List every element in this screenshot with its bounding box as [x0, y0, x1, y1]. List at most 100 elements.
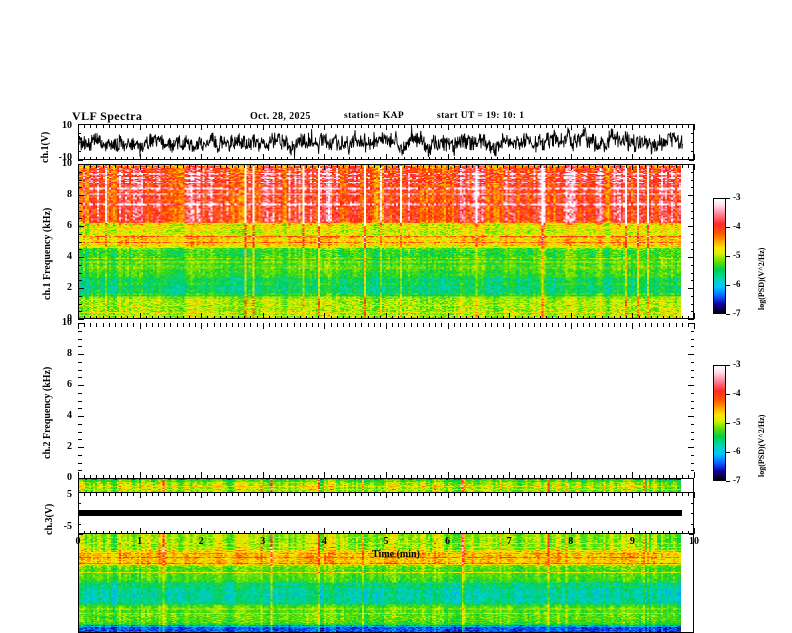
x-tick: [669, 124, 670, 128]
x-tick: [546, 124, 547, 128]
y-tick: [78, 296, 82, 297]
x-tick: [558, 156, 559, 160]
y-tick: [688, 226, 694, 227]
y-tick: [689, 124, 694, 125]
x-tick: [164, 156, 165, 160]
x-tick: [694, 492, 695, 498]
y-tick: [78, 385, 84, 386]
x-tick: [386, 313, 387, 319]
x-tick: [164, 530, 165, 534]
x-tick: [411, 323, 412, 327]
x-tick: [589, 530, 590, 534]
x-tick: [454, 156, 455, 160]
x-tick: [195, 124, 196, 128]
x-tick: [263, 124, 264, 130]
x-tick: [639, 124, 640, 128]
x-tick: [158, 323, 159, 327]
x-tick: [669, 530, 670, 534]
x-tick: [454, 474, 455, 478]
x-tick-label: 5: [383, 536, 389, 547]
x-tick: [207, 156, 208, 160]
x-tick: [238, 156, 239, 160]
x-tick: [577, 164, 578, 168]
x-tick: [158, 315, 159, 319]
x-tick: [485, 323, 486, 327]
start-ut-label: start UT = 19: 10: 1: [437, 111, 525, 121]
x-tick: [639, 492, 640, 496]
x-tick: [515, 530, 516, 534]
x-tick: [602, 530, 603, 534]
x-tick: [460, 492, 461, 496]
x-tick: [491, 323, 492, 327]
y-tick: [78, 319, 84, 320]
x-tick: [127, 323, 128, 327]
x-tick: [324, 492, 325, 498]
y-tick: [688, 478, 694, 479]
x-tick: [324, 164, 325, 170]
x-tick: [595, 492, 596, 496]
x-tick: [281, 156, 282, 160]
x-tick: [663, 492, 664, 496]
x-tick: [411, 315, 412, 319]
x-tick: [398, 323, 399, 327]
x-tick: [602, 323, 603, 327]
x-tick: [676, 315, 677, 319]
y-tick: [688, 257, 694, 258]
x-tick: [503, 124, 504, 128]
x-tick: [404, 474, 405, 478]
x-tick: [522, 315, 523, 319]
x-tick: [189, 124, 190, 128]
x-tick: [454, 164, 455, 168]
x-tick: [201, 492, 202, 498]
x-tick: [565, 530, 566, 534]
x-tick: [355, 156, 356, 160]
y-tick: [690, 273, 694, 274]
x-tick: [263, 492, 264, 498]
x-tick: [448, 313, 449, 319]
x-tick: [220, 474, 221, 478]
x-tick: [287, 156, 288, 160]
x-tick: [454, 530, 455, 534]
x-tick: [435, 164, 436, 168]
x-tick: [651, 164, 652, 168]
x-tick: [374, 492, 375, 496]
x-tick: [571, 528, 572, 534]
x-tick: [386, 528, 387, 534]
x-tick: [78, 124, 79, 130]
x-tick: [90, 164, 91, 168]
x-tick: [429, 156, 430, 160]
y-tick: [78, 416, 84, 417]
y-tick-label: 2: [67, 441, 72, 452]
x-tick: [103, 530, 104, 534]
x-tick: [115, 474, 116, 478]
ch3-volt-axis-title: ch.3(V): [44, 503, 55, 535]
x-tick: [558, 124, 559, 128]
x-tick: [460, 474, 461, 478]
x-tick: [448, 528, 449, 534]
x-tick: [571, 124, 572, 130]
x-tick: [331, 124, 332, 128]
x-tick: [386, 472, 387, 478]
y-tick: [78, 393, 82, 394]
y-tick: [688, 323, 694, 324]
x-tick: [688, 164, 689, 168]
x-tick: [528, 492, 529, 496]
y-tick: [688, 447, 694, 448]
colorbar-tick: [726, 452, 730, 453]
colorbar-tick: [726, 198, 730, 199]
x-tick: [90, 530, 91, 534]
x-tick: [318, 474, 319, 478]
x-tick: [195, 323, 196, 327]
x-tick: [620, 164, 621, 168]
x-tick: [195, 156, 196, 160]
x-tick: [195, 492, 196, 496]
x-tick: [238, 492, 239, 496]
x-tick: [146, 474, 147, 478]
x-tick: [183, 315, 184, 319]
x-tick: [632, 492, 633, 498]
x-tick: [331, 474, 332, 478]
x-tick: [133, 492, 134, 496]
x-tick: [380, 156, 381, 160]
x-tick: [645, 164, 646, 168]
x-tick: [146, 164, 147, 168]
